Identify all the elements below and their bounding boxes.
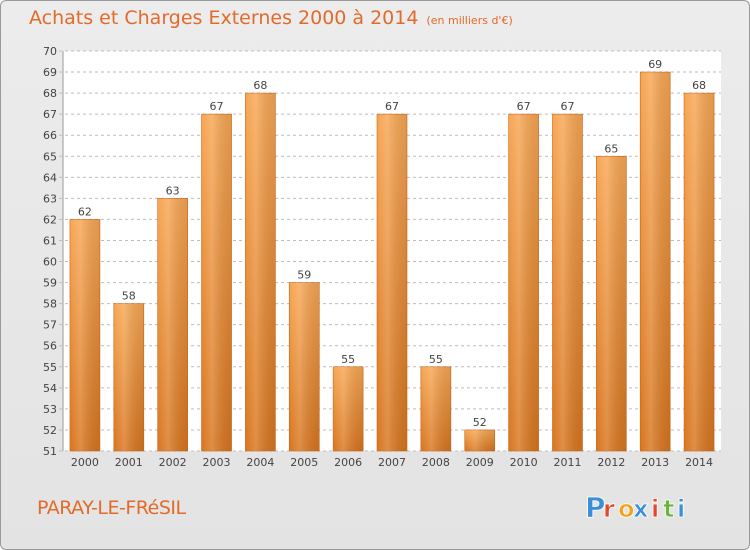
data-label: 69 — [648, 58, 662, 71]
data-label: 68 — [253, 79, 267, 92]
x-tick-label: 2008 — [422, 456, 450, 469]
y-tick-label: 62 — [43, 213, 57, 226]
x-tick-label: 2005 — [290, 456, 318, 469]
y-tick-label: 65 — [43, 150, 57, 163]
x-tick-label: 2006 — [334, 456, 362, 469]
y-tick-label: 64 — [43, 171, 57, 184]
x-tick-label: 2011 — [553, 456, 581, 469]
data-label: 67 — [210, 100, 224, 113]
y-tick-label: 70 — [43, 45, 57, 58]
x-tick-label: 2007 — [378, 456, 406, 469]
x-tick-label: 2002 — [159, 456, 187, 469]
x-tick-label: 2001 — [115, 456, 143, 469]
data-label: 67 — [517, 100, 531, 113]
y-tick-label: 68 — [43, 87, 57, 100]
logo-letter: o — [618, 495, 635, 523]
data-label: 58 — [122, 290, 136, 303]
y-tick-label: 63 — [43, 192, 57, 205]
data-label: 67 — [560, 100, 574, 113]
bar-shine — [113, 303, 144, 451]
bar-shine — [420, 366, 451, 451]
y-tick-label: 58 — [43, 298, 57, 311]
y-tick-label: 69 — [43, 66, 57, 79]
bar-shine — [508, 114, 539, 451]
bar-shine — [69, 219, 100, 451]
logo-letter: t — [663, 495, 674, 523]
x-tick-label: 2004 — [246, 456, 274, 469]
bar-shine — [552, 114, 583, 451]
y-tick-label: 54 — [43, 382, 57, 395]
data-label: 52 — [473, 416, 487, 429]
x-tick-label: 2012 — [597, 456, 625, 469]
logo-letter: i — [677, 495, 685, 523]
bar-shine — [245, 93, 276, 452]
y-tick-label: 61 — [43, 234, 57, 247]
place-name: PARAY-LE-FRéSIL — [37, 497, 186, 519]
bar-shine — [377, 114, 407, 451]
y-tick-label: 55 — [43, 361, 57, 374]
y-tick-label: 52 — [43, 424, 57, 437]
y-tick-label: 60 — [43, 256, 57, 269]
y-tick-label: 59 — [43, 277, 57, 290]
x-tick-label: 2013 — [641, 456, 669, 469]
logo-letter: x — [633, 495, 649, 523]
bar-shine — [157, 198, 188, 451]
y-tick-label: 53 — [43, 403, 57, 416]
bar-shine — [333, 366, 364, 451]
y-tick-label: 66 — [43, 129, 57, 142]
y-tick-label: 67 — [43, 108, 57, 121]
data-label: 67 — [385, 100, 399, 113]
data-label: 68 — [692, 79, 706, 92]
x-tick-label: 2003 — [203, 456, 231, 469]
chart-subtitle: (en milliers d'€) — [426, 14, 513, 27]
data-label: 59 — [297, 269, 311, 282]
y-tick-label: 57 — [43, 319, 57, 332]
x-tick-label: 2009 — [466, 456, 494, 469]
x-tick-label: 2010 — [510, 456, 538, 469]
bar-shine — [201, 114, 232, 451]
y-tick-label: 56 — [43, 340, 57, 353]
y-tick-label: 51 — [43, 445, 57, 458]
data-label: 55 — [429, 353, 443, 366]
bar-shine — [684, 93, 715, 452]
logo-letter: i — [651, 495, 659, 523]
bar-shine — [640, 72, 671, 451]
chart-title: Achats et Charges Externes 2000 à 2014 (e… — [29, 7, 513, 29]
bar-shine — [596, 156, 627, 451]
bar-shine — [289, 282, 320, 451]
x-tick-label: 2000 — [71, 456, 99, 469]
proxiti-logo: Pr ox i t i — [585, 491, 686, 525]
chart-title-text: Achats et Charges Externes 2000 à 2014 — [29, 7, 419, 29]
logo-letter: r — [603, 495, 615, 523]
data-label: 55 — [341, 353, 355, 366]
logo-letter: P — [585, 491, 606, 524]
x-tick-label: 2014 — [685, 456, 713, 469]
data-label: 65 — [604, 142, 618, 155]
data-label: 63 — [166, 184, 180, 197]
bar-shine — [464, 429, 495, 451]
data-label: 62 — [78, 205, 92, 218]
